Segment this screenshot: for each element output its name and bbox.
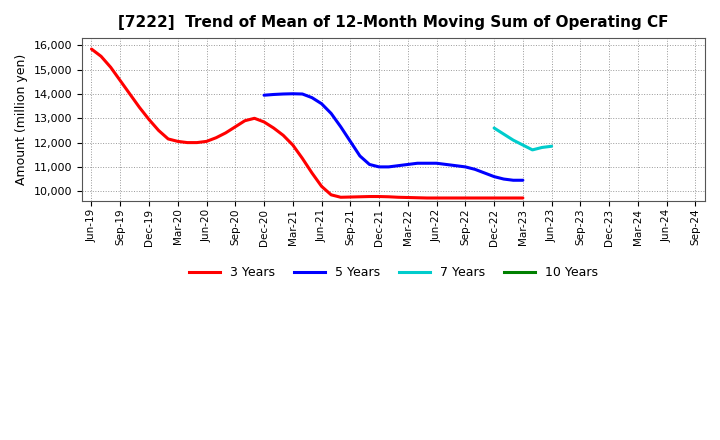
Legend: 3 Years, 5 Years, 7 Years, 10 Years: 3 Years, 5 Years, 7 Years, 10 Years <box>184 261 603 284</box>
Title: [7222]  Trend of Mean of 12-Month Moving Sum of Operating CF: [7222] Trend of Mean of 12-Month Moving … <box>118 15 669 30</box>
Y-axis label: Amount (million yen): Amount (million yen) <box>15 54 28 185</box>
